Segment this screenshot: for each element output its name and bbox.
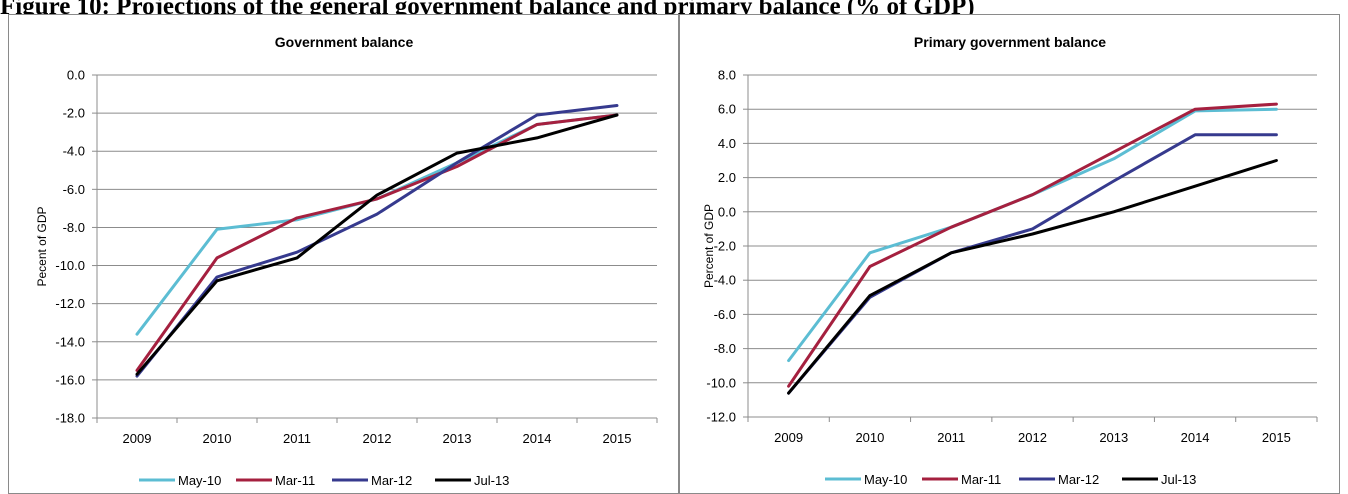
- legend-item: Mar-12: [1019, 472, 1099, 487]
- series-line-jul-13: [135, 113, 619, 376]
- x-tick-label: 2013: [1099, 430, 1128, 445]
- y-tick-label: -16.0: [55, 372, 85, 387]
- x-tick-label: 2010: [203, 431, 232, 446]
- x-tick-label: 2009: [123, 431, 152, 446]
- legend-item: Mar-11: [922, 472, 1001, 487]
- legend-label: Mar-12: [1058, 472, 1099, 487]
- y-tick-label: -2.0: [63, 106, 85, 121]
- y-tick-label: -14.0: [55, 334, 85, 349]
- x-tick-label: 2012: [363, 431, 392, 446]
- legend-label: May-10: [864, 472, 907, 487]
- series-line-may-10: [135, 113, 619, 336]
- primary-balance-chart: Primary government balance Percent of GDP…: [679, 14, 1340, 494]
- x-tick-label: 2014: [523, 431, 552, 446]
- y-tick-label: 8.0: [718, 68, 736, 83]
- series-line-mar-12: [135, 104, 619, 378]
- y-tick-label: -12.0: [55, 296, 85, 311]
- legend-label: Jul-13: [474, 473, 509, 488]
- x-tick-label: 2010: [855, 430, 884, 445]
- series-line-mar-11: [135, 113, 619, 372]
- y-tick-label: -8.0: [63, 220, 85, 235]
- y-tick-label: 0.0: [67, 68, 85, 83]
- y-tick-label: 6.0: [718, 102, 736, 117]
- primary-balance-plot: Primary government balance Percent of GDP…: [702, 34, 1318, 487]
- chart-title: Government balance: [275, 34, 414, 50]
- chart-title: Primary government balance: [914, 34, 1106, 50]
- y-axis-label: Percent of GDP: [702, 204, 716, 288]
- y-tick-label: -18.0: [55, 411, 85, 426]
- y-tick-label: -8.0: [714, 341, 736, 356]
- x-tick-label: 2014: [1181, 430, 1210, 445]
- y-tick-label: 4.0: [718, 136, 736, 151]
- legend-label: Mar-11: [961, 472, 1001, 487]
- y-axis-label: Pecent of GDP: [35, 206, 49, 286]
- legend-item: Mar-12: [332, 473, 412, 488]
- legend-item: Jul-13: [435, 473, 509, 488]
- legend-item: May-10: [139, 473, 221, 488]
- x-tick-label: 2009: [774, 430, 803, 445]
- legend-label: Jul-13: [1161, 472, 1196, 487]
- government-balance-chart: Government balance Pecent of GDP 0.0 -2.0 -4…: [8, 14, 679, 494]
- legend-item: May-10: [825, 472, 907, 487]
- series-line-mar-11: [787, 102, 1278, 388]
- y-tick-label: -4.0: [714, 273, 736, 288]
- x-tick-label: 2011: [937, 430, 965, 445]
- y-tick-label: -10.0: [55, 258, 85, 273]
- x-tick-label: 2015: [603, 431, 632, 446]
- y-tick-label: 0.0: [718, 204, 736, 219]
- government-balance-plot: Government balance Pecent of GDP 0.0 -2.0 -4…: [35, 34, 658, 488]
- y-tick-label: -10.0: [706, 375, 736, 390]
- y-tick-label: 2.0: [718, 170, 736, 185]
- x-tick-label: 2012: [1018, 430, 1047, 445]
- y-tick-label: -6.0: [714, 307, 736, 322]
- legend-label: May-10: [178, 473, 221, 488]
- legend-item: Mar-11: [236, 473, 315, 488]
- x-tick-label: 2013: [443, 431, 472, 446]
- y-tick-label: -4.0: [63, 144, 85, 159]
- series-line-jul-13: [787, 159, 1278, 395]
- y-tick-label: -2.0: [714, 239, 736, 254]
- legend-item: Jul-13: [1122, 472, 1196, 487]
- x-tick-label: 2011: [283, 431, 311, 446]
- y-tick-label: -6.0: [63, 182, 85, 197]
- y-tick-label: -12.0: [706, 410, 736, 425]
- legend-label: Mar-12: [371, 473, 412, 488]
- legend-label: Mar-11: [275, 473, 315, 488]
- x-tick-label: 2015: [1262, 430, 1291, 445]
